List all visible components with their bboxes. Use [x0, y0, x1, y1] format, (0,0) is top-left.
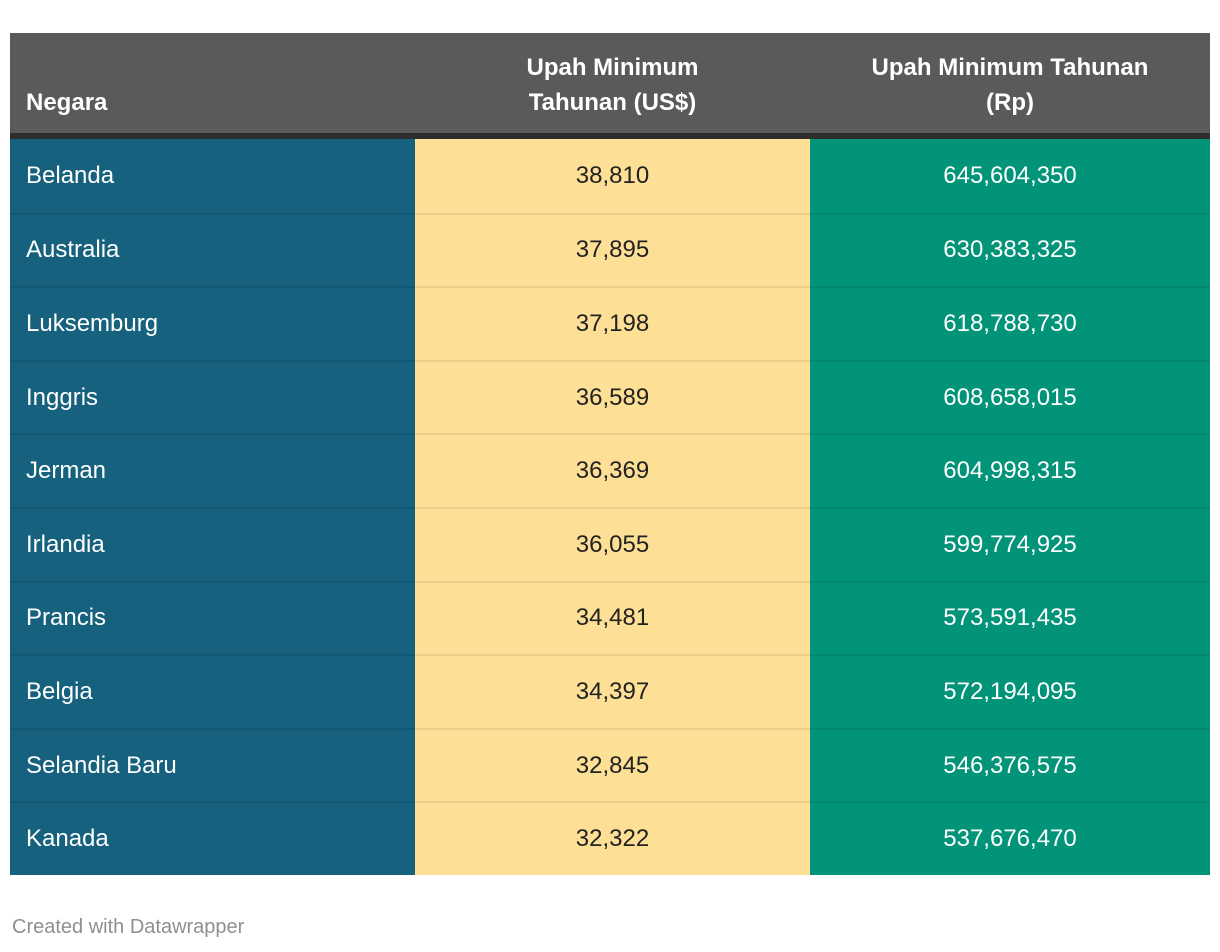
- column-header-upah-usd: Upah Minimum Tahunan (US$): [526, 54, 699, 117]
- cell-negara: Inggris: [10, 359, 415, 434]
- cell-upah-usd: 34,481: [415, 580, 810, 655]
- cell-upah-usd: 32,322: [415, 801, 810, 875]
- table-body: Belanda 38,810 645,604,350 Australia 37,895 6…: [10, 139, 1210, 875]
- cell-upah-usd: 36,589: [415, 359, 810, 434]
- cell-upah-rp: 608,658,015: [810, 359, 1210, 434]
- cell-upah-rp: 572,194,095: [810, 654, 1210, 728]
- cell-upah-usd: 36,055: [415, 506, 810, 581]
- cell-negara: Luksemburg: [10, 286, 415, 360]
- cell-negara: Kanada: [10, 801, 415, 875]
- cell-negara: Prancis: [10, 580, 415, 655]
- cell-negara: Jerman: [10, 433, 415, 507]
- cell-negara: Belanda: [10, 139, 415, 213]
- table-header-row: Negara Upah Minimum Tahunan (US$) Upah M…: [10, 33, 1210, 139]
- cell-negara: Belgia: [10, 654, 415, 728]
- cell-upah-usd: 37,895: [415, 212, 810, 287]
- datawrapper-attribution: Created with Datawrapper: [12, 916, 245, 938]
- cell-upah-usd: 37,198: [415, 286, 810, 360]
- cell-negara: Australia: [10, 212, 415, 287]
- cell-negara: Irlandia: [10, 506, 415, 581]
- cell-upah-rp: 618,788,730: [810, 286, 1210, 360]
- cell-upah-rp: 599,774,925: [810, 506, 1210, 581]
- minimum-wage-table: Negara Upah Minimum Tahunan (US$) Upah M…: [10, 33, 1210, 875]
- cell-negara: Selandia Baru: [10, 727, 415, 802]
- column-header-negara: Negara: [26, 89, 108, 117]
- cell-upah-rp: 546,376,575: [810, 727, 1210, 802]
- cell-upah-rp: 604,998,315: [810, 433, 1210, 507]
- cell-upah-rp: 537,676,470: [810, 801, 1210, 875]
- cell-upah-rp: 573,591,435: [810, 580, 1210, 655]
- cell-upah-usd: 32,845: [415, 727, 810, 802]
- cell-upah-usd: 36,369: [415, 433, 810, 507]
- cell-upah-rp: 630,383,325: [810, 212, 1210, 287]
- cell-upah-rp: 645,604,350: [810, 139, 1210, 213]
- cell-upah-usd: 34,397: [415, 654, 810, 728]
- cell-upah-usd: 38,810: [415, 139, 810, 213]
- column-header-upah-rp: Upah Minimum Tahunan (Rp): [871, 54, 1149, 117]
